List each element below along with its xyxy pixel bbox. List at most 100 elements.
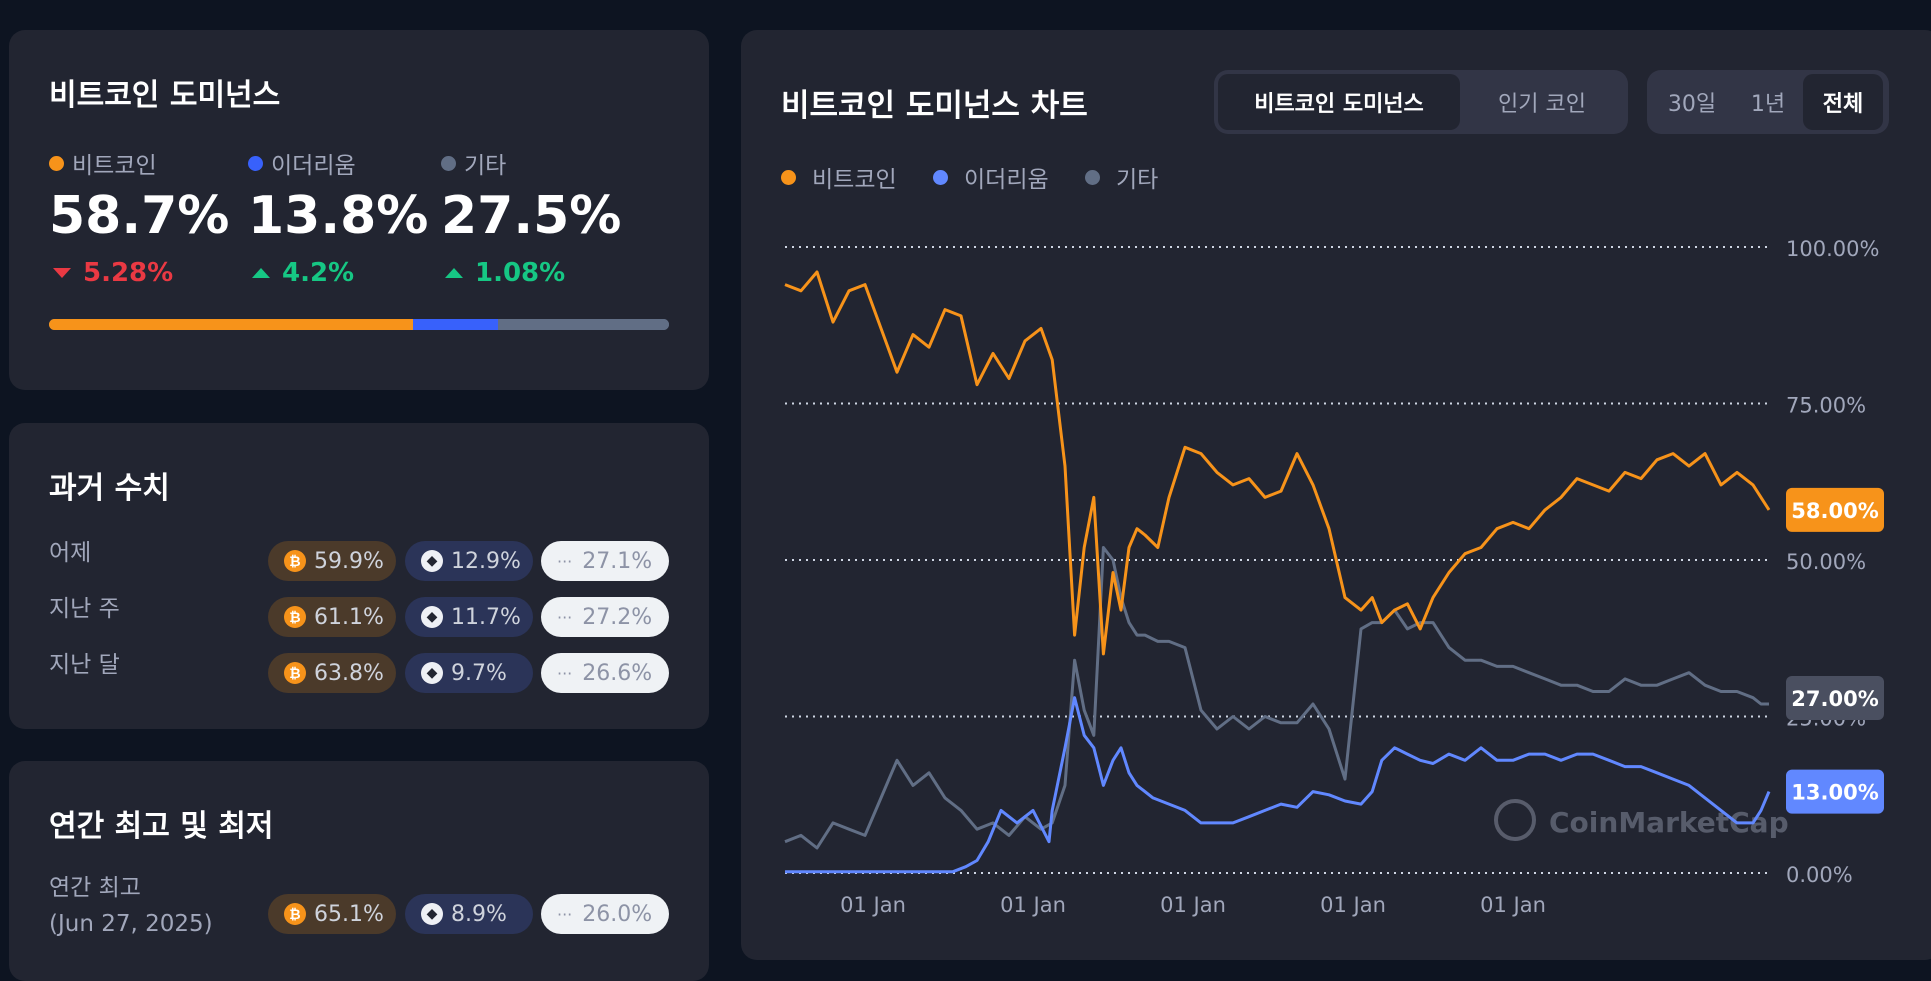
time-range-tabs: 30일 1년 전체 — [1647, 70, 1889, 134]
chart-legend-ethereum[interactable]: 이더리움 — [933, 160, 1049, 194]
dominance-card: 비트코인 도미넌스 비트코인 이더리움 기타 58.7% 13.8% 27.5%… — [9, 30, 709, 390]
other-change: 1.08% — [445, 258, 565, 288]
ethereum-dot-icon — [248, 155, 263, 171]
history-btc-pill: ₿ 63.8% — [268, 653, 396, 693]
chart-legend-bitcoin-label: 비트코인 — [812, 167, 897, 193]
ethereum-change-value: 4.2% — [282, 258, 355, 288]
coinmarketcap-logo-icon — [1494, 799, 1536, 841]
x-tick-label: 01 Jan — [840, 893, 906, 917]
ethereum-icon: ◆ — [421, 662, 443, 684]
legend-other: 기타 — [441, 146, 506, 180]
last-value-text: 27.00% — [1791, 687, 1878, 711]
ethereum-dominance-value: 13.8% — [248, 186, 429, 246]
y-tick-label: 100.00% — [1786, 237, 1879, 261]
ethereum-dot-icon — [933, 169, 948, 185]
range-1y-button[interactable]: 1년 — [1750, 92, 1786, 117]
bitcoin-dominance-value: 58.7% — [49, 186, 230, 246]
last-value-text: 13.00% — [1791, 781, 1878, 805]
caret-up-icon — [252, 268, 270, 278]
x-tick-label: 01 Jan — [1000, 893, 1066, 917]
bitcoin-line — [784, 270, 1771, 656]
history-other-value: 27.1% — [582, 548, 653, 574]
ethereum-icon: ◆ — [421, 903, 443, 925]
chart-card: 비트코인 도미넌스 차트 비트코인 도미넌스 인기 코인 30일 1년 전체 비… — [741, 30, 1931, 960]
x-tick-label: 01 Jan — [1480, 893, 1546, 917]
yearly-eth-value: 8.9% — [451, 901, 507, 927]
dominance-title: 비트코인 도미넌스 — [49, 78, 281, 113]
more-icon: ··· — [557, 607, 573, 627]
history-other-pill: ··· 27.2% — [541, 597, 669, 637]
history-card: 과거 수치 어제 ₿ 59.9% ◆ 12.9% ··· 27.1% 지난 주 … — [9, 423, 709, 729]
other-dot-icon — [1085, 169, 1100, 185]
ethereum-line — [785, 696, 1771, 874]
bitcoin-dot-icon — [781, 169, 796, 185]
tab-popular-coins[interactable]: 인기 코인 — [1498, 92, 1586, 117]
history-other-pill: ··· 26.6% — [541, 653, 669, 693]
y-tick-label: 75.00% — [1786, 394, 1866, 418]
history-btc-value: 59.9% — [314, 548, 384, 574]
dominance-bar — [49, 319, 669, 330]
range-30d-button[interactable]: 30일 — [1667, 92, 1717, 117]
chart-legend-other[interactable]: 기타 — [1085, 160, 1158, 194]
bitcoin-change: 5.28% — [53, 258, 173, 288]
history-btc-value: 61.1% — [314, 604, 384, 630]
bitcoin-icon: ₿ — [284, 550, 306, 572]
bitcoin-change-value: 5.28% — [83, 258, 174, 288]
yearly-btc-pill: ₿ 65.1% — [268, 894, 396, 934]
yearly-row-label: 연간 최고 — [49, 875, 141, 901]
watermark: CoinMarketCap — [1494, 799, 1789, 841]
history-eth-value: 9.7% — [451, 660, 507, 686]
bitcoin-last-value-label: 58.00% — [1786, 487, 1884, 532]
bitcoin-label: 비트코인 — [72, 153, 157, 179]
dominance-bar-bitcoin — [49, 319, 413, 330]
chart-legend-other-label: 기타 — [1116, 167, 1159, 193]
dominance-bar-ethereum — [412, 319, 499, 330]
history-row-label: 어제 — [49, 540, 92, 566]
ethereum-icon: ◆ — [421, 606, 443, 628]
history-eth-pill: ◆ 12.9% — [405, 541, 533, 581]
more-icon: ··· — [557, 904, 573, 924]
chart-type-tabs: 비트코인 도미넌스 인기 코인 — [1214, 70, 1628, 134]
chart-legend-ethereum-label: 이더리움 — [964, 167, 1049, 193]
legend-ethereum: 이더리움 — [248, 146, 356, 180]
yearly-other-value: 26.0% — [582, 901, 653, 927]
history-eth-pill: ◆ 11.7% — [405, 597, 533, 637]
ethereum-change: 4.2% — [252, 258, 354, 288]
last-value-badge — [1786, 675, 1884, 720]
history-eth-pill: ◆ 9.7% — [405, 653, 533, 693]
tab-bitcoin-dominance[interactable]: 비트코인 도미넌스 — [1218, 74, 1460, 130]
dominance-chart[interactable]: CoinMarketCap 100.00%75.00%50.00%25.00%0… — [741, 30, 1931, 960]
bitcoin-icon: ₿ — [284, 662, 306, 684]
yearly-title: 연간 최고 및 최저 — [49, 809, 274, 844]
history-other-value: 26.6% — [582, 660, 653, 686]
bitcoin-dot-icon — [49, 155, 64, 171]
x-tick-label: 01 Jan — [1320, 893, 1386, 917]
history-row-label: 지난 주 — [49, 596, 120, 622]
other-dot-icon — [441, 155, 456, 171]
chart-title: 비트코인 도미넌스 차트 — [781, 88, 1088, 124]
legend-bitcoin: 비트코인 — [49, 146, 157, 180]
yearly-card: 연간 최고 및 최저 연간 최고 (Jun 27, 2025) ₿ 65.1% … — [9, 761, 709, 981]
history-other-value: 27.2% — [582, 604, 653, 630]
history-row-label: 지난 달 — [49, 652, 120, 678]
other-change-value: 1.08% — [475, 258, 566, 288]
bitcoin-icon: ₿ — [284, 903, 306, 925]
last-value-badge — [1786, 769, 1884, 814]
last-value-badge — [1786, 487, 1884, 532]
x-tick-label: 01 Jan — [1160, 893, 1226, 917]
range-all-button[interactable]: 전체 — [1803, 74, 1883, 130]
history-btc-pill: ₿ 59.9% — [268, 541, 396, 581]
yearly-other-pill: ··· 26.0% — [541, 894, 669, 934]
bitcoin-icon: ₿ — [284, 606, 306, 628]
ethereum-last-value-label: 13.00% — [1786, 769, 1884, 814]
ethereum-label: 이더리움 — [271, 153, 356, 179]
more-icon: ··· — [557, 663, 573, 683]
other-dominance-value: 27.5% — [441, 186, 622, 246]
other-line — [784, 546, 1769, 850]
history-eth-value: 12.9% — [451, 548, 521, 574]
chart-legend-bitcoin[interactable]: 비트코인 — [781, 160, 897, 194]
caret-down-icon — [53, 268, 71, 278]
yearly-eth-pill: ◆ 8.9% — [405, 894, 533, 934]
y-tick-label: 0.00% — [1786, 863, 1853, 887]
ethereum-icon: ◆ — [421, 550, 443, 572]
